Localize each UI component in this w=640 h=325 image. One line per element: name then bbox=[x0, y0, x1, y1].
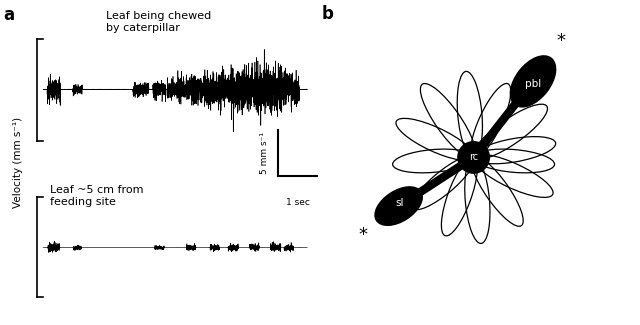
Text: Velocity (mm s⁻¹): Velocity (mm s⁻¹) bbox=[13, 117, 22, 208]
Text: *: * bbox=[358, 226, 367, 243]
Text: Leaf ~5 cm from
feeding site: Leaf ~5 cm from feeding site bbox=[50, 185, 143, 207]
Text: sl: sl bbox=[396, 198, 404, 208]
Text: b: b bbox=[321, 5, 333, 23]
Text: rc: rc bbox=[469, 152, 478, 162]
Text: a: a bbox=[3, 6, 14, 24]
Circle shape bbox=[458, 142, 490, 173]
Text: 5 mm s⁻¹: 5 mm s⁻¹ bbox=[260, 132, 269, 174]
Text: *: * bbox=[557, 32, 566, 50]
Text: 1 sec: 1 sec bbox=[285, 198, 310, 207]
Text: pbl: pbl bbox=[525, 79, 541, 89]
Ellipse shape bbox=[375, 187, 422, 225]
Ellipse shape bbox=[510, 56, 556, 107]
Text: Leaf being chewed
by caterpillar: Leaf being chewed by caterpillar bbox=[106, 11, 211, 33]
